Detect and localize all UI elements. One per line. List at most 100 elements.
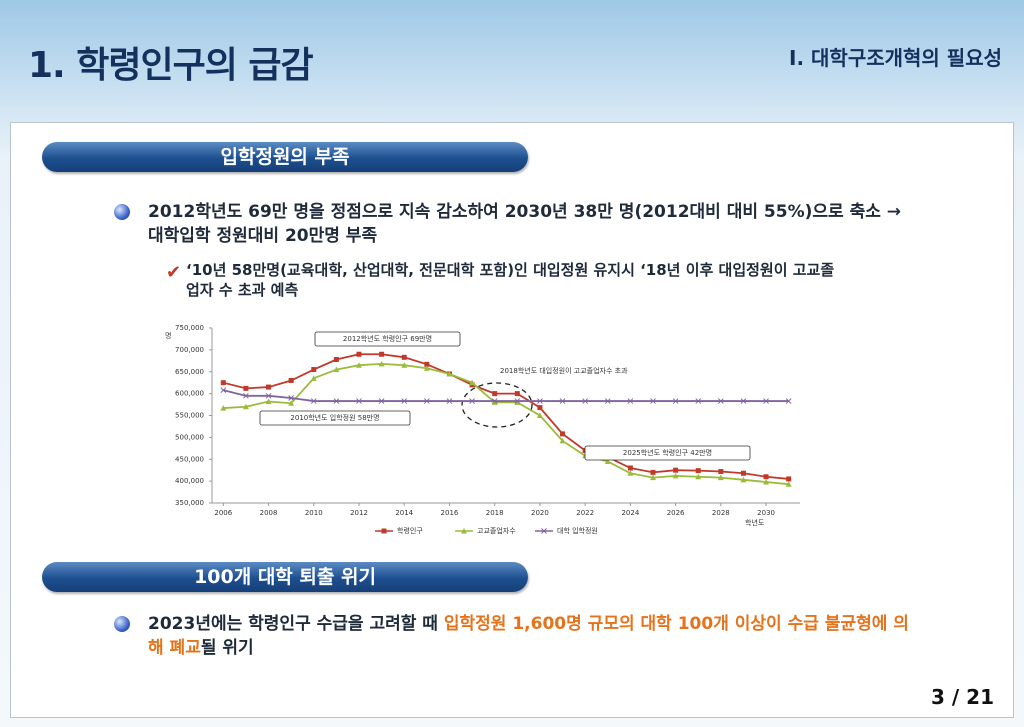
text: 2023년에는 학령인구 수급을 고려할 때 xyxy=(148,614,444,634)
marker xyxy=(785,398,792,404)
marker xyxy=(514,391,520,397)
marker xyxy=(537,405,543,411)
marker xyxy=(310,398,317,404)
section-bar: 100개 대학 퇴출 위기 xyxy=(42,562,528,592)
section-title: I. 대학구조개혁의 필요성 xyxy=(789,46,1002,70)
marker xyxy=(695,398,702,404)
marker xyxy=(627,398,634,404)
x-axis-label: 학년도 xyxy=(745,518,765,527)
marker xyxy=(763,474,769,480)
marker xyxy=(356,351,362,357)
marker xyxy=(763,398,769,404)
check-icon: ✔ xyxy=(166,262,182,283)
marker xyxy=(604,398,611,404)
y-tick-label: 450,000 xyxy=(175,455,204,463)
y-tick-label: 750,000 xyxy=(175,324,204,332)
marker xyxy=(695,473,702,480)
marker xyxy=(650,469,656,475)
annotation: 2025학년도 학령인구 42만명 xyxy=(623,448,712,457)
marker xyxy=(786,476,792,482)
marker xyxy=(288,400,295,406)
marker xyxy=(220,405,227,411)
series-line xyxy=(223,389,789,402)
marker xyxy=(582,398,589,404)
x-tick-label: 2010 xyxy=(305,509,323,517)
marker xyxy=(785,481,792,487)
marker xyxy=(461,528,467,534)
marker xyxy=(423,398,430,404)
marker xyxy=(356,398,362,404)
marker xyxy=(627,470,634,476)
chart: 350,000 400,000 450,000 500,000 550,000 600,0… xyxy=(165,324,800,535)
marker xyxy=(356,362,362,368)
marker xyxy=(288,395,295,401)
marker xyxy=(401,398,408,404)
marker xyxy=(559,437,566,444)
marker xyxy=(514,398,521,404)
x-tick-label: 2012 xyxy=(350,509,368,517)
marker xyxy=(541,528,547,534)
highlight-circle xyxy=(461,382,533,428)
x-tick-label: 2022 xyxy=(576,509,594,517)
y-axis-label: 명 xyxy=(165,331,171,340)
annotation: 2018학년도 대입정원이 고교졸업자수 초과 xyxy=(500,366,628,375)
marker xyxy=(672,398,679,404)
marker xyxy=(311,367,317,373)
marker xyxy=(537,398,543,404)
marker xyxy=(424,361,430,367)
marker xyxy=(265,392,272,399)
x-tick-label: 2016 xyxy=(441,509,459,517)
x-tick-label: 2026 xyxy=(667,509,685,517)
marker xyxy=(672,472,679,479)
x-tick-label: 2028 xyxy=(712,509,730,517)
y-tick-label: 600,000 xyxy=(175,390,204,398)
marker xyxy=(220,380,226,386)
x-tick-label: 2024 xyxy=(621,509,639,517)
highlight-text: 입학정원 1,600명 규모의 대학 100개 이상이 수급 불균형에 의해 폐… xyxy=(148,614,909,658)
marker xyxy=(220,387,227,393)
marker xyxy=(650,474,656,481)
marker xyxy=(310,375,317,381)
y-tick-label: 550,000 xyxy=(175,412,204,420)
x-tick-label: 2008 xyxy=(260,509,278,517)
marker xyxy=(446,398,453,404)
marker xyxy=(740,470,746,476)
marker xyxy=(536,412,543,418)
marker xyxy=(378,360,385,367)
marker xyxy=(265,398,272,404)
marker xyxy=(242,403,249,410)
y-tick-label: 700,000 xyxy=(175,346,204,354)
marker xyxy=(763,479,770,485)
marker xyxy=(333,357,339,362)
legend-label: 고교졸업자수 xyxy=(477,526,516,535)
bullet-text: 2012학년도 69만 명을 정점으로 지속 감소하여 2030년 38만 명(… xyxy=(148,202,902,246)
marker xyxy=(379,351,385,357)
y-tick-label: 650,000 xyxy=(175,368,204,376)
text: 될 위기 xyxy=(200,638,254,658)
annotation: 2012학년도 학령인구 69만명 xyxy=(343,334,432,343)
marker xyxy=(492,391,498,397)
bullet-icon xyxy=(114,204,130,220)
marker xyxy=(650,398,656,404)
marker xyxy=(717,474,724,481)
annotation-box xyxy=(584,445,751,461)
marker xyxy=(401,362,408,368)
x-tick-label: 2018 xyxy=(486,509,504,517)
y-tick-label: 350,000 xyxy=(175,499,204,507)
x-tick-label: 2030 xyxy=(757,509,775,517)
annotation-box xyxy=(314,331,461,347)
marker xyxy=(491,399,498,405)
x-tick-label: 2006 xyxy=(214,509,232,517)
marker xyxy=(559,398,566,404)
marker xyxy=(333,366,340,373)
legend-label: 학령인구 xyxy=(397,526,423,535)
bullet-icon xyxy=(114,616,130,632)
marker xyxy=(469,398,475,404)
marker xyxy=(740,398,747,404)
marker xyxy=(604,458,611,464)
marker xyxy=(514,399,521,405)
bullet-text: 2023년에는 학령인구 수급을 고려할 때 입학정원 1,600명 규모의 대… xyxy=(148,612,918,660)
marker xyxy=(469,379,476,386)
marker xyxy=(446,370,453,377)
